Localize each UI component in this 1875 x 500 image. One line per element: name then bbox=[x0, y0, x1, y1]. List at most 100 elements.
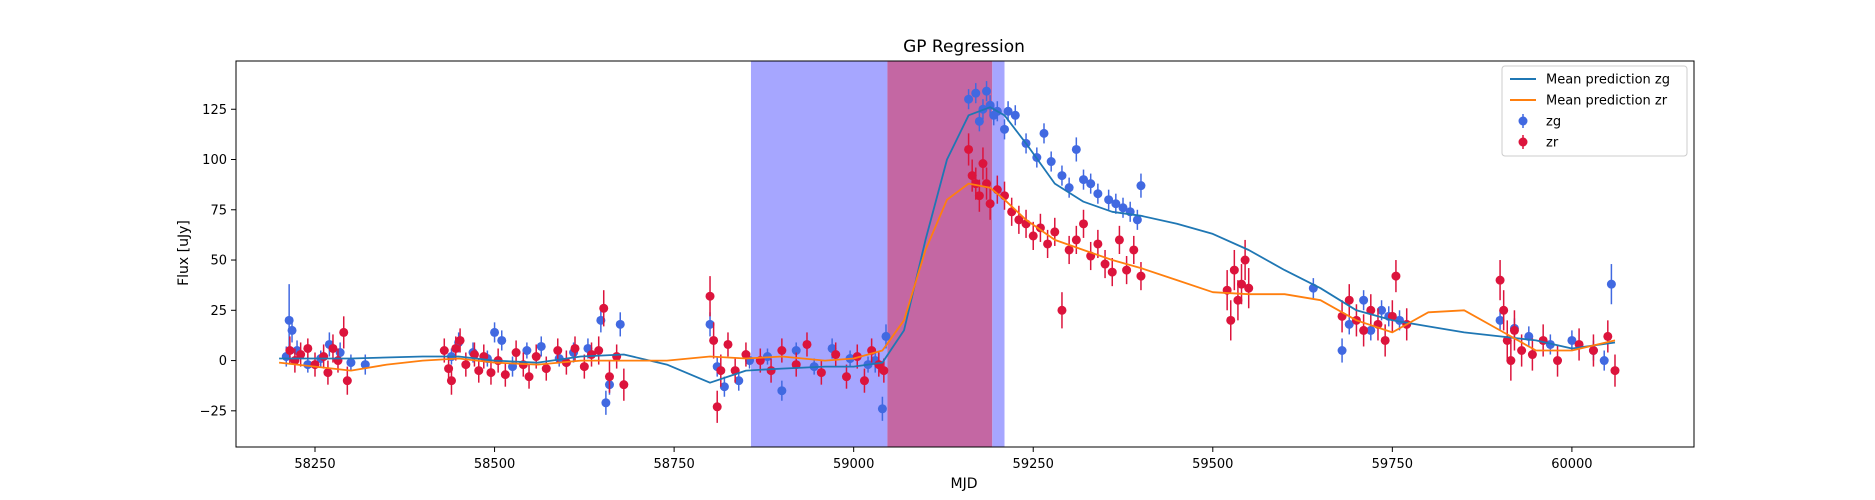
zr-point-101 bbox=[1391, 271, 1401, 281]
x-axis: 58250 58500 58750 59000 59250 59500 59750 60000 bbox=[294, 447, 1593, 472]
zr-point-107 bbox=[1509, 325, 1519, 335]
zr-point-103 bbox=[1495, 275, 1505, 285]
legend-swatch-2 bbox=[1518, 116, 1528, 126]
chart-title: GP Regression bbox=[903, 37, 1025, 57]
x-tick-label-3: 59000 bbox=[833, 457, 874, 472]
zr-point-10 bbox=[342, 376, 352, 386]
zr-point-51 bbox=[831, 350, 841, 360]
zr-point-92 bbox=[1244, 283, 1254, 293]
zg-point-45 bbox=[982, 86, 992, 96]
zg-point-50 bbox=[1003, 106, 1013, 116]
zr-point-25 bbox=[524, 372, 534, 382]
zg-point-63 bbox=[1111, 199, 1121, 209]
zr-point-14 bbox=[451, 343, 461, 353]
legend-label-2: zg bbox=[1546, 115, 1561, 130]
zr-point-109 bbox=[1527, 350, 1537, 360]
zr-point-5 bbox=[319, 352, 329, 362]
zr-point-38 bbox=[705, 291, 715, 301]
zr-point-39 bbox=[709, 335, 719, 345]
x-tick-label-4: 59250 bbox=[1013, 457, 1054, 472]
zr-point-49 bbox=[802, 339, 812, 349]
zr-point-64 bbox=[985, 199, 995, 209]
zr-point-91 bbox=[1240, 255, 1250, 265]
zr-point-100 bbox=[1387, 311, 1397, 321]
zr-point-52 bbox=[841, 372, 851, 382]
y-tick-label-6: 125 bbox=[202, 103, 227, 118]
zg-point-43 bbox=[974, 116, 984, 126]
shaded-region-0 bbox=[750, 61, 888, 447]
zg-point-61 bbox=[1093, 189, 1103, 199]
zg-point-54 bbox=[1039, 128, 1049, 138]
x-tick-label-5: 59500 bbox=[1192, 457, 1233, 472]
y-tick-label-1: 0 bbox=[219, 354, 227, 369]
zg-point-25 bbox=[615, 319, 625, 329]
zg-point-9 bbox=[360, 360, 370, 370]
zr-point-83 bbox=[1122, 265, 1132, 275]
zr-point-87 bbox=[1226, 315, 1236, 325]
zr-point-94 bbox=[1344, 295, 1354, 305]
zr-point-72 bbox=[1043, 239, 1053, 249]
y-axis: −25 0 25 50 75 100 125 bbox=[200, 103, 236, 419]
zr-point-76 bbox=[1071, 235, 1081, 245]
zr-point-114 bbox=[1603, 331, 1613, 341]
zg-point-26 bbox=[705, 319, 715, 329]
zr-point-104 bbox=[1499, 305, 1509, 315]
zg-point-60 bbox=[1086, 179, 1096, 189]
zg-point-40 bbox=[881, 331, 891, 341]
zg-point-41 bbox=[964, 94, 974, 104]
zg-point-59 bbox=[1079, 175, 1089, 185]
y-tick-label-0: −25 bbox=[200, 404, 227, 419]
zr-point-80 bbox=[1100, 259, 1110, 269]
zg-point-55 bbox=[1046, 157, 1056, 167]
zr-point-2 bbox=[296, 350, 306, 360]
legend-box bbox=[1501, 65, 1688, 157]
zr-point-106 bbox=[1506, 356, 1516, 366]
zr-point-90 bbox=[1237, 279, 1247, 289]
legend: Mean prediction zg Mean prediction zr zg zr bbox=[1501, 65, 1688, 157]
legend-swatch-3 bbox=[1518, 137, 1528, 147]
zr-point-77 bbox=[1079, 219, 1089, 229]
zg-point-56 bbox=[1057, 171, 1067, 181]
zr-point-74 bbox=[1057, 305, 1067, 315]
zr-point-3 bbox=[303, 343, 313, 353]
y-tick-label-4: 75 bbox=[210, 203, 227, 218]
zr-point-8 bbox=[333, 356, 343, 366]
zg-point-69 bbox=[1337, 346, 1347, 355]
zg-point-8 bbox=[346, 358, 356, 368]
zr-point-26 bbox=[531, 352, 541, 362]
y-axis-label: Flux [uJy] bbox=[176, 220, 192, 286]
zr-point-99 bbox=[1380, 335, 1390, 345]
zr-point-108 bbox=[1517, 346, 1527, 355]
zr-point-17 bbox=[469, 350, 479, 360]
zg-point-51 bbox=[1010, 110, 1020, 120]
zr-point-34 bbox=[599, 303, 609, 313]
zg-point-64 bbox=[1118, 203, 1128, 213]
zr-point-6 bbox=[323, 368, 333, 378]
plot-area bbox=[235, 60, 1695, 448]
legend-label-0: Mean prediction zg bbox=[1546, 73, 1670, 88]
zr-point-111 bbox=[1553, 356, 1563, 366]
zr-point-48 bbox=[791, 360, 801, 370]
zg-point-39 bbox=[877, 404, 887, 414]
line-mean-prediction-zg bbox=[279, 106, 1616, 384]
zr-point-16 bbox=[461, 360, 471, 370]
zg-point-15 bbox=[497, 335, 507, 345]
zg-point-58 bbox=[1071, 144, 1081, 154]
zr-point-23 bbox=[511, 348, 521, 358]
zg-point-71 bbox=[1359, 295, 1369, 305]
zg-point-29 bbox=[734, 376, 744, 386]
zg-point-57 bbox=[1064, 183, 1074, 193]
x-tick-label-2: 58750 bbox=[653, 457, 694, 472]
zg-point-42 bbox=[971, 88, 981, 98]
zr-point-30 bbox=[570, 343, 580, 353]
x-tick-label-6: 59750 bbox=[1372, 457, 1413, 472]
zr-point-85 bbox=[1136, 271, 1146, 281]
zr-point-81 bbox=[1107, 267, 1117, 277]
zr-point-13 bbox=[446, 376, 456, 386]
zr-point-0 bbox=[285, 346, 295, 355]
zg-point-28 bbox=[719, 382, 729, 392]
zg-point-82 bbox=[1599, 356, 1609, 366]
zr-point-36 bbox=[612, 352, 622, 362]
zg-point-66 bbox=[1132, 215, 1142, 225]
